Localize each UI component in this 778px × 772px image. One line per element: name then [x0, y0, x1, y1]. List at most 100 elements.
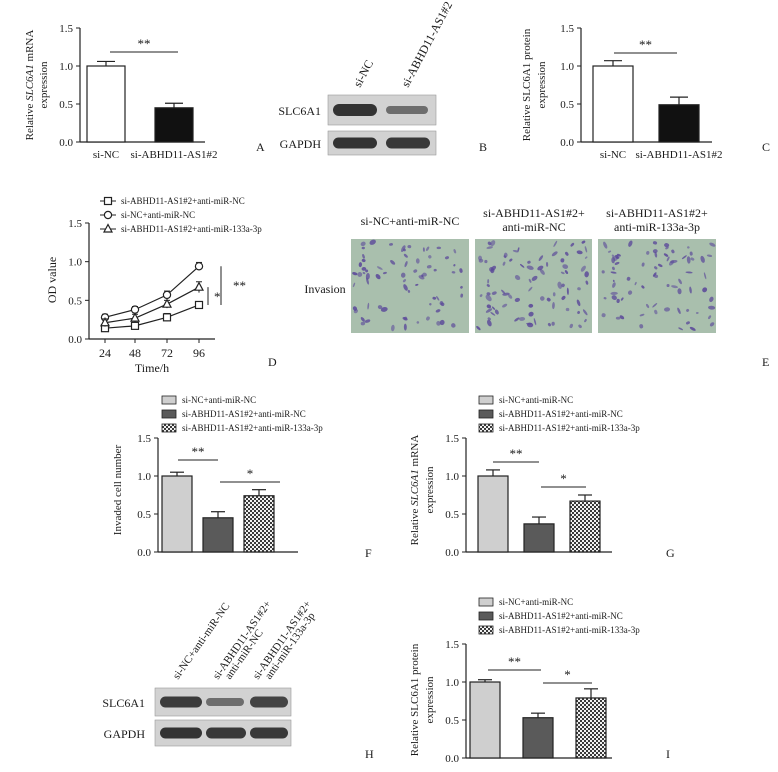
panel-e-stained-cell	[531, 275, 538, 281]
panel-e-stained-cell	[569, 323, 573, 329]
panel-e-stained-cell	[615, 316, 621, 320]
panel-d-chart: 0.0 0.5 1.0 1.5 24 48 72 96 Time/h OD value si-ABH…	[45, 196, 262, 375]
panel-e-stained-cell	[601, 270, 605, 274]
panel-b-slc6a1-band	[386, 106, 428, 114]
panel-e-stained-cell	[657, 263, 663, 267]
panel-e-stained-cell	[520, 263, 525, 268]
panel-e-stained-cell	[690, 257, 695, 261]
panel-e-stained-cell	[553, 240, 558, 247]
panel-d-marker-circle	[130, 305, 140, 314]
panel-letters-layer: A B C D E F G H I	[256, 140, 770, 761]
panel-e-stained-cell	[611, 254, 615, 258]
panel-i-legend-swatch	[478, 597, 494, 607]
panel-e-stained-cell	[652, 272, 657, 277]
panel-e-stained-cell	[646, 250, 650, 255]
panel-e-stained-cell	[627, 290, 633, 295]
panel-e-stained-cell	[376, 266, 383, 270]
panel-e-stained-cell	[366, 277, 369, 285]
panel-e-micrograph	[475, 239, 592, 333]
panel-e-stained-cell	[584, 256, 588, 259]
panel-e-stained-cell	[514, 297, 521, 302]
panel-f-ytick-label: 0.0	[137, 547, 151, 559]
panel-e-stained-cell	[365, 272, 370, 280]
charts-layer: 0.00.51.01.5si-NC si-ABHD11-AS1#2**Relati…	[24, 23, 723, 765]
panel-e-stained-cell	[503, 252, 508, 258]
panel-e-stained-cell	[681, 255, 687, 260]
panel-e-column-title: si-NC+anti-miR-NC	[361, 214, 460, 228]
panel-letter: A	[256, 140, 265, 154]
panel-e-stained-cell	[502, 303, 508, 308]
panel-e-stained-cell	[646, 303, 650, 309]
panel-d-marker-square	[194, 300, 204, 310]
panel-e-stained-cell	[389, 243, 394, 246]
panel-d-x-tick-label: 48	[129, 346, 141, 360]
panel-h-blot: SLC6A1GAPDHsi-NC+anti-miR-NCsi-ABHD11-AS…	[102, 598, 318, 747]
panel-i-y-axis-label-line2: expression	[424, 676, 436, 724]
panel-i-bar	[575, 697, 607, 759]
panel-i-legend-entry: si-ABHD11-AS1#2+anti-miR-133a-3p	[499, 625, 640, 635]
panel-b-blot: SLC6A1 GAPDH si-NC si-ABHD11-AS1#2	[278, 0, 455, 156]
panel-e-stained-cell	[361, 266, 367, 271]
panel-e-stained-cell	[561, 295, 566, 300]
panel-f-legend-entry: si-NC+anti-miR-NC	[182, 395, 256, 405]
panel-e-stained-cell	[444, 256, 450, 260]
panel-e-stained-cell	[612, 279, 615, 283]
panel-e-stained-cell	[486, 246, 493, 249]
panel-e-stained-cell	[678, 327, 683, 331]
panel-d-legend-entry: si-ABHD11-AS1#2+anti-miR-NC	[121, 196, 245, 206]
panel-e-stained-cell	[677, 288, 682, 295]
panel-e-stained-cell	[479, 294, 483, 298]
panel-e-stained-cell	[562, 264, 569, 269]
panel-e-stained-cell	[527, 260, 531, 264]
panel-e-stained-cell	[436, 296, 440, 301]
panel-f-chart: 0.0 0.5 1.0 1.5 si-NC+anti-miR-NC si-ABHD11-A…	[112, 395, 323, 559]
panel-e-stained-cell	[565, 251, 569, 256]
panel-e-stained-cell	[634, 281, 637, 286]
panel-a-ytick-label: 0.5	[59, 99, 73, 111]
panel-f-legend-swatch	[161, 395, 177, 405]
panel-i-y-axis-label: Relative SLC6A1 protein	[409, 643, 421, 756]
panel-e-stained-cell	[491, 291, 497, 295]
panel-e-column-title: si-ABHD11-AS1#2+	[483, 206, 585, 220]
panel-e-stained-cell	[582, 309, 588, 316]
panel-e-stained-cell	[709, 296, 714, 302]
panel-e-stained-cell	[561, 283, 565, 288]
panel-c-ytick-label: 1.0	[560, 61, 574, 73]
panel-e-stained-cell	[478, 258, 484, 263]
panel-e-stained-cell	[460, 285, 463, 289]
panel-e-stained-cell	[620, 297, 624, 301]
panel-e-stained-cell	[709, 242, 716, 247]
panel-g-ytick-label: 1.0	[445, 471, 459, 483]
panel-e-stained-cell	[362, 271, 366, 275]
panel-d-marker-triangle	[194, 281, 204, 291]
panel-e-stained-cell	[557, 281, 563, 289]
panel-c-y-axis-label-line2: expression	[536, 61, 548, 109]
panel-e-micrograph-background	[351, 239, 469, 333]
panel-c-y-axis-label: Relative SLC6A1 protein	[521, 28, 533, 141]
panel-e-stained-cell	[652, 302, 658, 308]
panel-d-sig-inner-label: *	[214, 289, 221, 304]
panel-e-stained-cell	[361, 246, 365, 250]
panel-g-sig1-label: **	[510, 446, 523, 461]
panel-e-stained-cell	[390, 260, 396, 265]
panel-g-ytick-label: 1.5	[445, 433, 459, 445]
panel-g-legend-entry: si-ABHD11-AS1#2+anti-miR-NC	[499, 409, 623, 419]
panel-f-bar	[202, 517, 234, 553]
panel-g-legend-swatch	[478, 409, 494, 419]
panel-g-ytick-label: 0.0	[445, 547, 459, 559]
panel-e-stained-cell	[391, 324, 395, 332]
panel-e-stained-cell	[401, 245, 406, 253]
panel-a-bar	[154, 107, 194, 143]
panel-g-bar	[523, 523, 555, 553]
panel-e-stained-cell	[703, 272, 707, 280]
panel-i-ytick-label: 0.5	[445, 715, 459, 727]
panel-d-marker-triangle	[130, 312, 140, 322]
panel-e-stained-cell	[358, 262, 363, 268]
panel-g-ylabel-part: Relative	[409, 506, 421, 545]
panel-e-stained-cell	[619, 315, 625, 320]
panel-e-stained-cell	[400, 272, 406, 278]
panel-e-stained-cell	[614, 261, 620, 265]
panel-e-stained-cell	[628, 240, 633, 247]
panel-e-stained-cell	[365, 269, 369, 273]
